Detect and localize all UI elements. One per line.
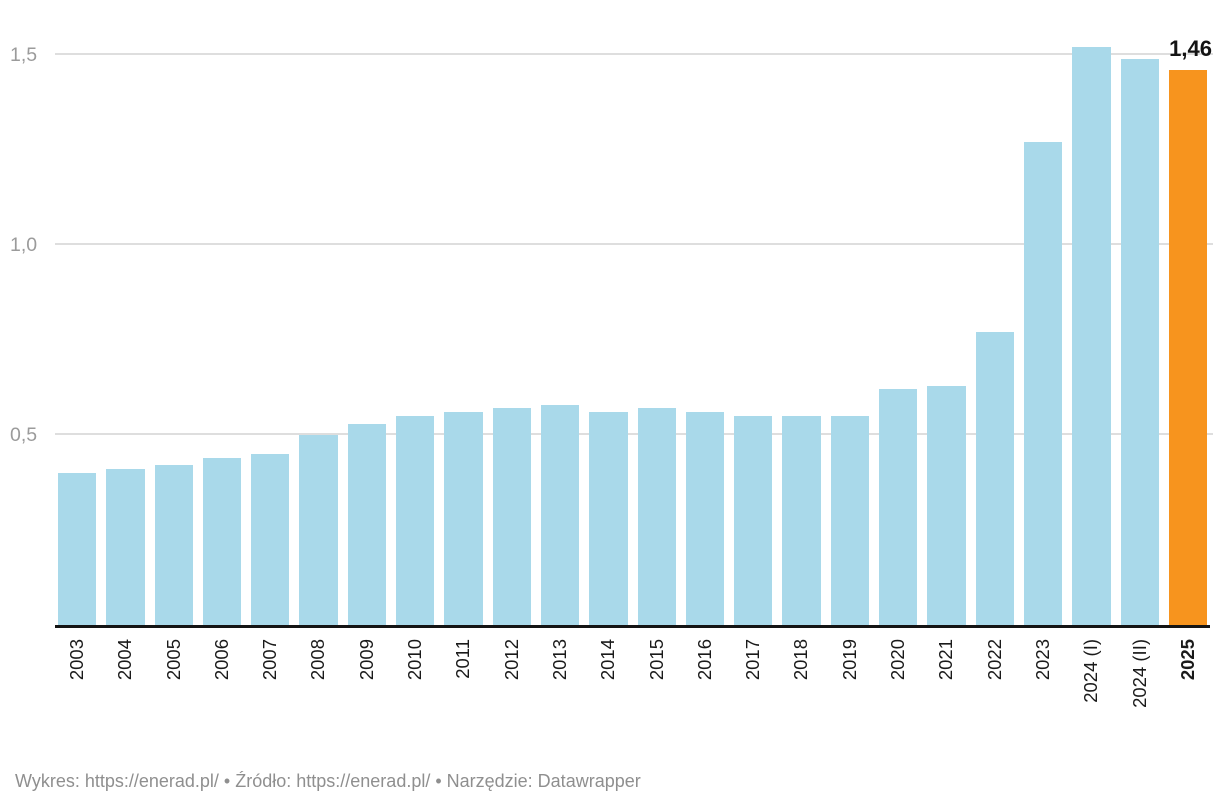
x-tick-label-2006: 2006: [210, 639, 232, 681]
x-tick-cell: 2023: [1024, 639, 1062, 757]
x-tick-label-2005: 2005: [162, 639, 184, 681]
x-tick-label-2022: 2022: [983, 639, 1005, 681]
gridline-1,5: [55, 53, 1213, 55]
x-tick-label-2010: 2010: [404, 639, 426, 681]
bar-2004: [106, 469, 145, 625]
bar-2014: [589, 412, 628, 625]
x-tick-label-2011: 2011: [452, 639, 474, 679]
x-tick-label-2008: 2008: [307, 639, 329, 681]
x-tick-label-2003: 2003: [65, 639, 87, 681]
bar-series: [58, 25, 1208, 625]
x-tick-label-2013: 2013: [548, 639, 570, 681]
y-tick-label-1,5: 1,5: [10, 44, 38, 66]
bar-2024-ii: [1120, 58, 1159, 625]
x-tick-cell: 2017: [734, 639, 772, 757]
x-tick-label-2021: 2021: [935, 639, 957, 681]
bar-2013: [540, 404, 580, 625]
x-tick-cell: 2008: [299, 639, 337, 757]
x-tick-cell: 2018: [782, 639, 820, 757]
bar-2012: [492, 408, 531, 625]
x-tick-label-2007: 2007: [259, 639, 281, 681]
x-tick-cell: 2013: [541, 639, 579, 757]
bar-2009: [347, 423, 387, 625]
bar-2018: [782, 416, 821, 625]
x-tick-cell: 2006: [203, 639, 241, 757]
x-tick-cell: 2014: [589, 639, 627, 757]
x-tick-cell: 2007: [251, 639, 289, 757]
x-tick-cell: 2011: [444, 639, 482, 757]
x-tick-cell: 2012: [493, 639, 531, 757]
x-tick-cell: 2010: [396, 639, 434, 757]
bar-2022: [975, 332, 1014, 625]
x-tick-cell: 2024 (II): [1121, 639, 1159, 757]
x-tick-cell: 2022: [976, 639, 1014, 757]
chart-attribution: Wykres: https://enerad.pl/ • Źródło: htt…: [15, 771, 641, 791]
x-tick-cell: 2016: [686, 639, 724, 757]
gridline-0,5: [55, 433, 1213, 435]
bar-2017: [734, 416, 773, 625]
bar-2023: [1023, 142, 1063, 625]
x-tick-cell: 2024 (I): [1072, 639, 1110, 757]
bar-2020: [879, 389, 918, 625]
x-tick-cell: 2003: [58, 639, 96, 757]
x-tick-label-2024-i: 2024 (I): [1080, 639, 1102, 703]
x-tick-cell: 2019: [831, 639, 869, 757]
x-tick-label-2016: 2016: [693, 639, 715, 681]
value-label-2025: 1,46: [1169, 36, 1212, 62]
x-tick-label-2019: 2019: [838, 639, 860, 681]
x-tick-cell: 2021: [927, 639, 965, 757]
x-tick-label-2025: 2025: [1176, 639, 1198, 681]
bar-2015: [637, 408, 676, 625]
x-tick-cell: 2009: [348, 639, 386, 757]
bar-2016: [685, 412, 725, 625]
bar-2006: [202, 457, 242, 625]
x-tick-cell: 2005: [155, 639, 193, 757]
plot-area: 1,46: [55, 25, 1213, 625]
x-tick-cell: 2020: [879, 639, 917, 757]
x-tick-label-2024-ii: 2024 (II): [1128, 639, 1150, 708]
bar-2024-i: [1072, 47, 1111, 625]
x-tick-label-2012: 2012: [500, 639, 522, 681]
x-tick-label-2020: 2020: [887, 639, 909, 681]
bar-2007: [251, 454, 290, 625]
bar-2008: [299, 435, 338, 625]
bar-2003: [58, 473, 97, 625]
x-tick-label-2009: 2009: [355, 639, 377, 681]
x-tick-label-2017: 2017: [742, 639, 764, 681]
x-tick-cell: 2025: [1169, 639, 1207, 757]
y-tick-label-0,5: 0,5: [10, 424, 38, 446]
x-tick-label-2023: 2023: [1031, 639, 1053, 681]
x-tick-label-2015: 2015: [645, 639, 667, 681]
gridline-1,0: [55, 243, 1213, 245]
x-axis-tick-labels: 2003 2004 2005 2006 2007 2008 2009 2010 2011 2012…: [55, 639, 1210, 757]
bar-2005: [154, 465, 193, 625]
x-tick-cell: 2015: [638, 639, 676, 757]
x-tick-label-2018: 2018: [790, 639, 812, 681]
x-axis-line: [55, 625, 1210, 628]
x-tick-label-2014: 2014: [597, 639, 619, 681]
bar-2021: [927, 385, 966, 625]
x-tick-label-2004: 2004: [114, 639, 136, 681]
bar-2025: [1168, 70, 1208, 625]
y-tick-label-1,0: 1,0: [10, 234, 38, 256]
bar-2011: [444, 412, 483, 625]
bar-2010: [396, 416, 435, 625]
x-tick-cell: 2004: [106, 639, 144, 757]
bar-2019: [830, 416, 870, 625]
